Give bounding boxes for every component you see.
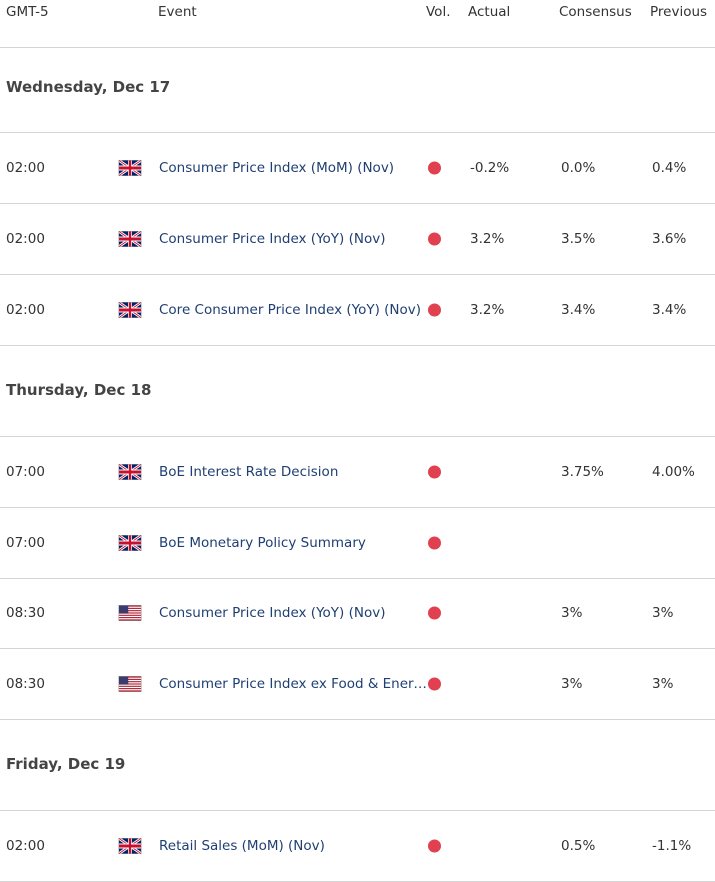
uk-flag-icon <box>119 838 141 854</box>
event-consensus: 3.75% <box>561 464 604 480</box>
high-volatility-icon <box>428 677 441 691</box>
event-name[interactable]: Consumer Price Index ex Food & Energy (Y… <box>159 676 427 692</box>
event-row[interactable]: 07:00 BoE Interest Rate Decision 3.75% 4… <box>0 437 715 508</box>
event-time: 07:00 <box>6 464 45 480</box>
event-actual: 3.2% <box>470 302 505 318</box>
header-previous: Previous <box>650 4 708 20</box>
day-label: Wednesday, Dec 17 <box>6 78 171 96</box>
event-row[interactable]: 08:30 Consumer Price Index ex Food & Ene… <box>0 649 715 720</box>
high-volatility-icon <box>428 606 441 620</box>
event-name[interactable]: Retail Sales (MoM) (Nov) <box>159 838 325 854</box>
event-actual: -0.2% <box>470 160 510 176</box>
event-row[interactable]: 07:00 BoE Monetary Policy Summary <box>0 508 715 579</box>
event-consensus: 0.5% <box>561 838 596 854</box>
event-time: 08:30 <box>6 676 45 692</box>
event-previous: 0.4% <box>652 160 687 176</box>
event-name[interactable]: Consumer Price Index (YoY) (Nov) <box>159 605 386 621</box>
high-volatility-icon <box>428 232 441 246</box>
event-previous: 3% <box>652 676 674 692</box>
uk-flag-icon <box>119 302 141 318</box>
event-previous: 3.4% <box>652 302 687 318</box>
event-row[interactable]: 02:00 Core Consumer Price Index (YoY) (N… <box>0 275 715 346</box>
high-volatility-icon <box>428 536 441 550</box>
event-name[interactable]: Core Consumer Price Index (YoY) (Nov) <box>159 302 422 318</box>
high-volatility-icon <box>428 839 441 853</box>
day-header: Friday, Dec 19 <box>0 720 715 811</box>
day-header: Thursday, Dec 18 <box>0 346 715 437</box>
event-row[interactable]: 02:00 Retail Sales (MoM) (Nov) 0.5% -1.1… <box>0 811 715 882</box>
high-volatility-icon <box>428 465 441 479</box>
event-consensus: 3% <box>561 605 583 621</box>
header-consensus: Consensus <box>559 4 632 20</box>
header-actual: Actual <box>468 4 511 20</box>
event-time: 08:30 <box>6 605 45 621</box>
uk-flag-icon <box>119 464 141 480</box>
high-volatility-icon <box>428 161 441 175</box>
event-time: 02:00 <box>6 302 45 318</box>
event-row[interactable]: 02:00 Consumer Price Index (YoY) (Nov) 3… <box>0 204 715 275</box>
event-row[interactable]: 02:00 Consumer Price Index (MoM) (Nov) -… <box>0 133 715 204</box>
event-consensus: 3.5% <box>561 231 596 247</box>
high-volatility-icon <box>428 303 441 317</box>
uk-flag-icon <box>119 160 141 176</box>
event-previous: -1.1% <box>652 838 692 854</box>
event-time: 02:00 <box>6 838 45 854</box>
event-name[interactable]: BoE Monetary Policy Summary <box>159 535 366 551</box>
event-time: 02:00 <box>6 160 45 176</box>
event-name[interactable]: Consumer Price Index (YoY) (Nov) <box>159 231 386 247</box>
event-time: 02:00 <box>6 231 45 247</box>
event-name[interactable]: Consumer Price Index (MoM) (Nov) <box>159 160 395 176</box>
event-time: 07:00 <box>6 535 45 551</box>
event-previous: 4.00% <box>652 464 695 480</box>
day-label: Thursday, Dec 18 <box>6 381 152 399</box>
us-flag-icon <box>119 676 141 692</box>
event-consensus: 3% <box>561 676 583 692</box>
table-header: GMT-5 Event Vol. Actual Consensus Previo… <box>0 0 715 48</box>
event-row[interactable]: 08:30 Consumer Price Index (YoY) (Nov) 3… <box>0 578 715 649</box>
event-consensus: 3.4% <box>561 302 596 318</box>
event-previous: 3.6% <box>652 231 687 247</box>
day-label: Friday, Dec 19 <box>6 755 126 773</box>
day-header: Wednesday, Dec 17 <box>0 48 715 133</box>
uk-flag-icon <box>119 231 141 247</box>
uk-flag-icon <box>119 535 141 551</box>
event-actual: 3.2% <box>470 231 505 247</box>
us-flag-icon <box>119 605 141 621</box>
event-consensus: 0.0% <box>561 160 596 176</box>
header-vol: Vol. <box>426 4 451 20</box>
header-event: Event <box>158 4 197 20</box>
event-name[interactable]: BoE Interest Rate Decision <box>159 464 339 480</box>
event-previous: 3% <box>652 605 674 621</box>
header-timezone[interactable]: GMT-5 <box>6 4 49 20</box>
